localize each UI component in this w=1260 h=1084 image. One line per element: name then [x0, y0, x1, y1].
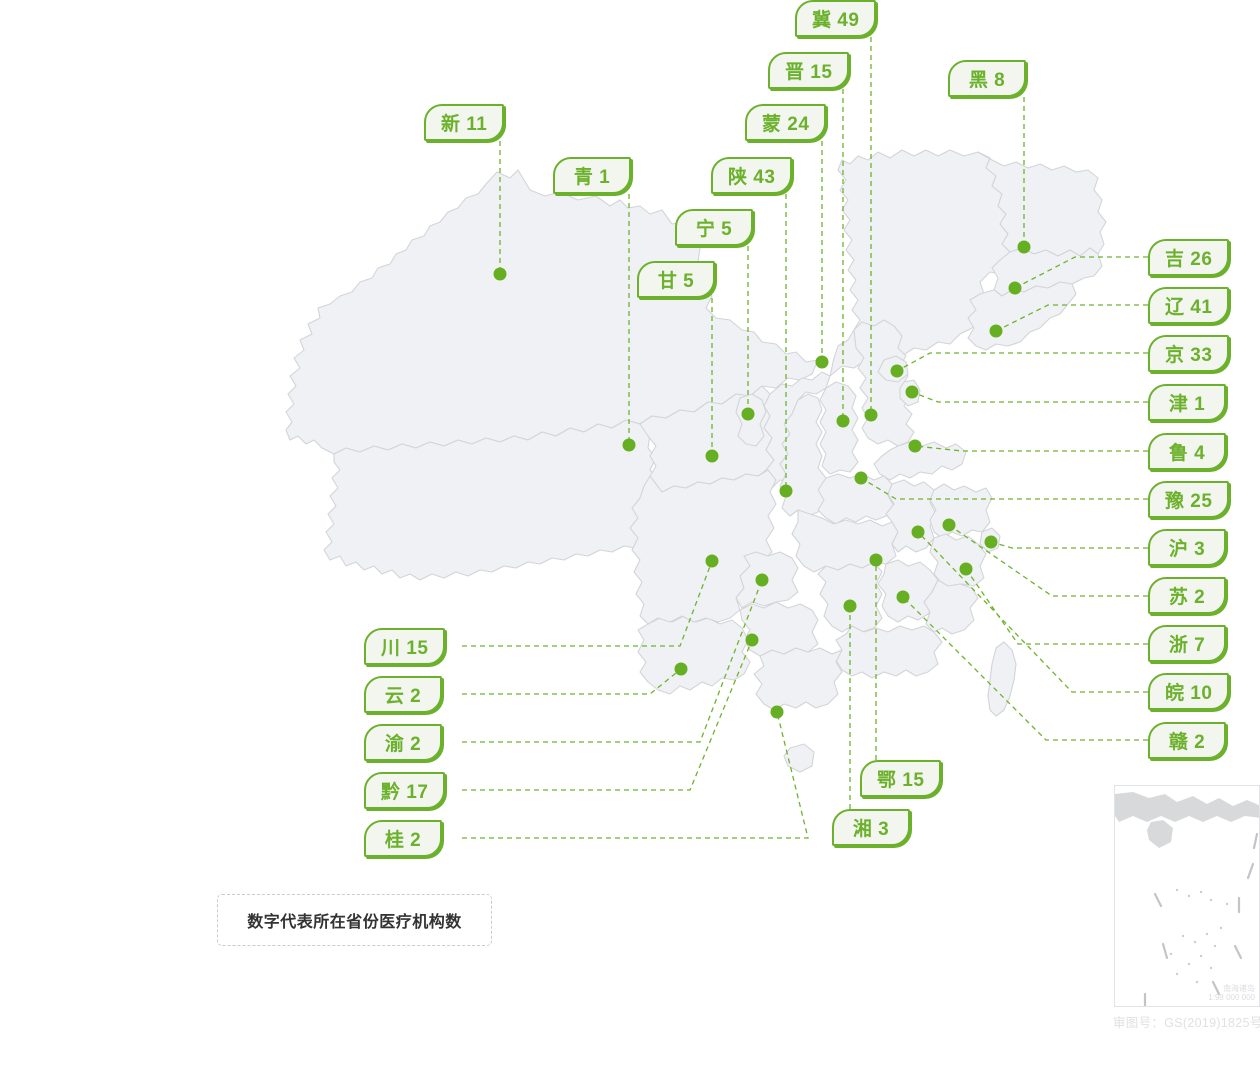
- dot-jilin: [1008, 281, 1022, 295]
- map-label-zhejiang[interactable]: 浙 7: [1148, 625, 1226, 662]
- map-label-tianjin[interactable]: 津 1: [1148, 384, 1226, 421]
- map-label-sichuan[interactable]: 川 15: [364, 628, 446, 665]
- map-label-jilin[interactable]: 吉 26: [1148, 239, 1230, 276]
- province-inner-mongolia: [829, 149, 1011, 377]
- dot-jiangsu: [942, 518, 956, 532]
- dot-zhejiang: [959, 562, 973, 576]
- dot-shanghai: [984, 535, 998, 549]
- dot-beijing: [890, 364, 904, 378]
- legend-box: 数字代表所在省份医疗机构数: [217, 894, 492, 946]
- dot-heilongjiang: [1017, 240, 1031, 254]
- inset-island-dots: [1169, 888, 1229, 984]
- dot-xinjiang: [493, 267, 507, 281]
- dot-gansu: [705, 449, 719, 463]
- dot-inner-mongolia: [815, 355, 829, 369]
- province-hunan: [817, 561, 883, 633]
- province-shapes: [285, 149, 1107, 773]
- map-label-chongqing[interactable]: 渝 2: [364, 724, 442, 761]
- dot-hebei: [864, 408, 878, 422]
- map-label-ningxia[interactable]: 宁 5: [675, 209, 753, 246]
- dot-shanxi: [836, 414, 850, 428]
- province-hainan: [783, 743, 815, 773]
- map-label-hebei[interactable]: 冀 49: [795, 0, 877, 37]
- map-label-xinjiang[interactable]: 新 11: [424, 104, 505, 141]
- province-tibet: [323, 419, 663, 581]
- province-taiwan: [987, 641, 1017, 717]
- province-jiangxi: [877, 559, 939, 623]
- data-dots: [493, 240, 1031, 719]
- map-label-shanxi[interactable]: 晋 15: [768, 52, 850, 89]
- dot-yunnan: [674, 662, 688, 676]
- map-label-liaoning[interactable]: 辽 41: [1148, 287, 1230, 324]
- dot-sichuan: [705, 554, 719, 568]
- dot-liaoning: [989, 324, 1003, 338]
- province-zhejiang: [929, 533, 987, 591]
- map-label-anhui[interactable]: 皖 10: [1148, 673, 1230, 710]
- province-sichuan: [629, 469, 777, 625]
- inset-caption: 南海诸岛 1:98 000 000: [1208, 984, 1255, 1002]
- map-label-beijing[interactable]: 京 33: [1148, 335, 1230, 372]
- map-label-inner-mongolia[interactable]: 蒙 24: [745, 104, 827, 141]
- dot-guizhou: [745, 633, 759, 647]
- dot-qinghai: [622, 438, 636, 452]
- legend-text: 数字代表所在省份医疗机构数: [247, 914, 462, 931]
- map-label-heilongjiang[interactable]: 黑 8: [948, 60, 1026, 97]
- map-label-jiangxi[interactable]: 赣 2: [1148, 722, 1226, 759]
- map-approval-number: 审图号：GS(2019)1825号: [1113, 1016, 1260, 1030]
- map-label-henan[interactable]: 豫 25: [1148, 481, 1230, 518]
- map-label-hubei[interactable]: 鄂 15: [860, 760, 942, 797]
- province-fujian: [923, 579, 979, 635]
- map-label-gansu[interactable]: 甘 5: [637, 261, 715, 298]
- province-shanxi: [819, 381, 859, 475]
- map-label-shandong[interactable]: 鲁 4: [1148, 433, 1226, 470]
- map-label-jiangsu[interactable]: 苏 2: [1148, 577, 1226, 614]
- map-label-guangxi[interactable]: 桂 2: [364, 820, 442, 857]
- dot-hunan: [843, 599, 857, 613]
- map-label-guizhou[interactable]: 黔 17: [364, 772, 446, 809]
- map-label-yunnan[interactable]: 云 2: [364, 676, 442, 713]
- leader-lines: [462, 37, 1148, 839]
- inset-title: 南海诸岛: [1223, 983, 1255, 993]
- inset-map: [1115, 792, 1259, 1006]
- province-shandong: [873, 441, 967, 481]
- map-label-qinghai[interactable]: 青 1: [553, 157, 631, 194]
- map-label-hunan[interactable]: 湘 3: [832, 809, 910, 846]
- dot-ningxia: [741, 407, 755, 421]
- dot-shaanxi: [779, 484, 793, 498]
- dot-henan: [854, 471, 868, 485]
- dot-anhui: [911, 525, 925, 539]
- dot-chongqing: [755, 573, 769, 587]
- map-label-shaanxi[interactable]: 陕 43: [711, 157, 793, 194]
- dot-tianjin: [905, 385, 919, 399]
- province-ningxia: [735, 393, 767, 447]
- dot-hubei: [869, 553, 883, 567]
- province-yunnan: [637, 615, 751, 695]
- map-label-shanghai[interactable]: 沪 3: [1148, 529, 1226, 566]
- south-china-sea-inset: 南海诸岛 1:98 000 000: [1114, 785, 1260, 1007]
- dot-shandong: [908, 439, 922, 453]
- dot-guangxi: [770, 705, 784, 719]
- dot-jiangxi: [896, 590, 910, 604]
- inset-scale: 1:98 000 000: [1208, 992, 1255, 1002]
